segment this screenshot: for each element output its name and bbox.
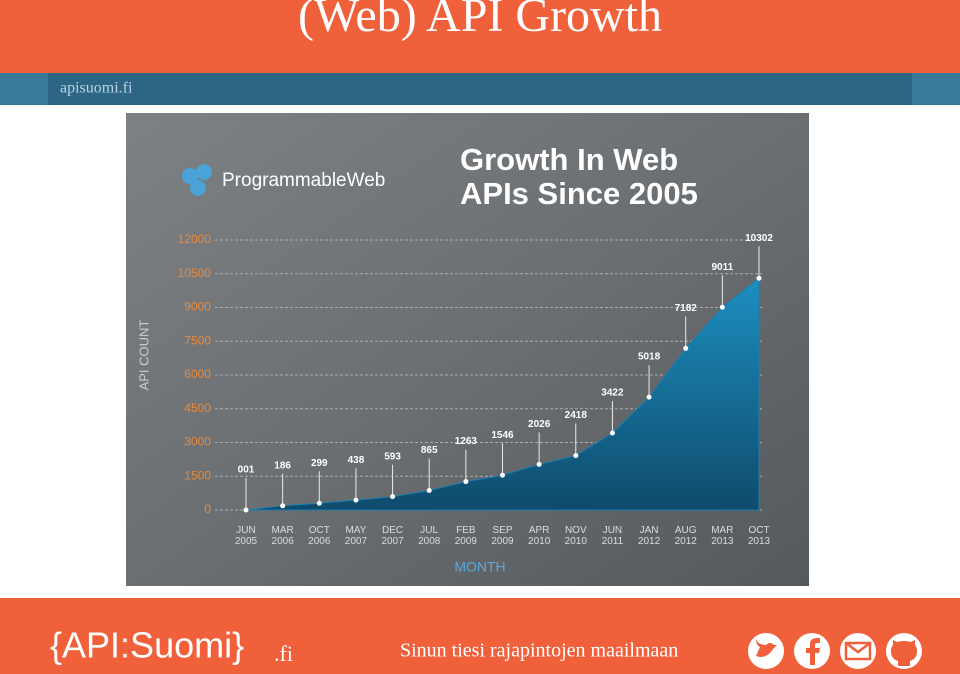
value-label: 001 <box>238 465 255 476</box>
tagline: Sinun tiesi rajapintojen maailmaan <box>400 640 678 662</box>
x-tick-label: SEP 2009 <box>491 525 514 547</box>
point <box>353 497 359 503</box>
area <box>245 277 760 511</box>
point <box>500 472 505 478</box>
value-label: 865 <box>421 445 438 456</box>
point <box>316 500 322 506</box>
point <box>756 275 762 281</box>
y-tick-label: 10500 <box>178 266 212 280</box>
value-label: 1263 <box>455 436 478 447</box>
x-tick-label: DEC 2007 <box>381 525 404 547</box>
value-label: 7182 <box>675 303 698 314</box>
x-tick-label: MAR 2006 <box>271 525 294 547</box>
site-name: apisuomi.fi <box>60 80 133 97</box>
y-tick-label: 7500 <box>184 333 211 347</box>
chart-title-line: Growth In Web <box>460 142 679 177</box>
point <box>683 345 689 351</box>
y-tick-label: 6000 <box>184 367 211 381</box>
slide-title: (Web) API Growth <box>298 0 662 42</box>
y-tick-label: 3000 <box>184 435 211 449</box>
x-tick-label: FEB 2009 <box>454 525 477 547</box>
x-tick-label: OCT 2013 <box>747 525 771 547</box>
value-label: 438 <box>348 455 365 466</box>
x-tick-label: AUG 2012 <box>674 525 697 547</box>
site-band-inner <box>48 73 912 105</box>
point <box>646 394 652 400</box>
value-label: 299 <box>311 458 328 469</box>
x-tick-label: JUL 2008 <box>418 525 441 547</box>
value-label: 9011 <box>712 262 734 273</box>
brand-suffix: .fi <box>274 641 293 666</box>
y-tick-label: 9000 <box>184 300 211 314</box>
value-label: 2026 <box>528 419 551 430</box>
chart-title-line: APIs Since 2005 <box>460 176 698 211</box>
x-tick-label: JUN 2011 <box>601 525 624 547</box>
x-tick-label: APR 2010 <box>528 525 551 547</box>
point <box>463 479 469 485</box>
logo-text: ProgrammableWeb <box>222 170 385 191</box>
github-glyph <box>891 640 917 666</box>
point <box>536 461 542 467</box>
y-axis-title: API COUNT <box>136 320 151 391</box>
value-label: 5018 <box>638 352 661 363</box>
value-label: 2418 <box>565 410 588 421</box>
x-tick-label: JUN 2005 <box>234 525 258 547</box>
social-icons <box>748 633 922 669</box>
value-label: 10302 <box>745 233 773 244</box>
x-tick-label: OCT 2006 <box>308 525 331 547</box>
point <box>280 503 286 509</box>
brand: {API:Suomi} <box>50 625 244 666</box>
chart-title: Growth In Web APIs Since 2005 <box>460 143 730 211</box>
mail-glyph <box>844 641 872 661</box>
logo-icon <box>182 164 212 196</box>
x-tick-label: JAN 2012 <box>637 525 661 547</box>
value-label: 593 <box>384 451 401 462</box>
y-tick-label: 4500 <box>184 401 211 415</box>
value-label: 1546 <box>491 430 514 441</box>
point <box>243 507 249 513</box>
point <box>426 488 432 494</box>
twitter-glyph <box>756 639 777 657</box>
x-axis-title: MONTH <box>454 559 505 575</box>
header-band <box>0 0 960 73</box>
value-label: 186 <box>274 460 291 471</box>
x-tick-label: MAY 2007 <box>344 525 368 547</box>
y-tick-label: 0 <box>204 502 211 516</box>
point <box>609 430 615 436</box>
value-label: 3422 <box>601 388 624 399</box>
x-tick-label: NOV 2010 <box>564 525 587 547</box>
facebook-glyph <box>806 638 820 665</box>
point <box>390 494 396 500</box>
y-tick-label: 12000 <box>178 232 212 246</box>
point <box>719 304 725 310</box>
x-tick-label: MAR 2013 <box>711 525 734 547</box>
y-tick-label: 1500 <box>184 468 211 482</box>
point <box>573 453 579 459</box>
